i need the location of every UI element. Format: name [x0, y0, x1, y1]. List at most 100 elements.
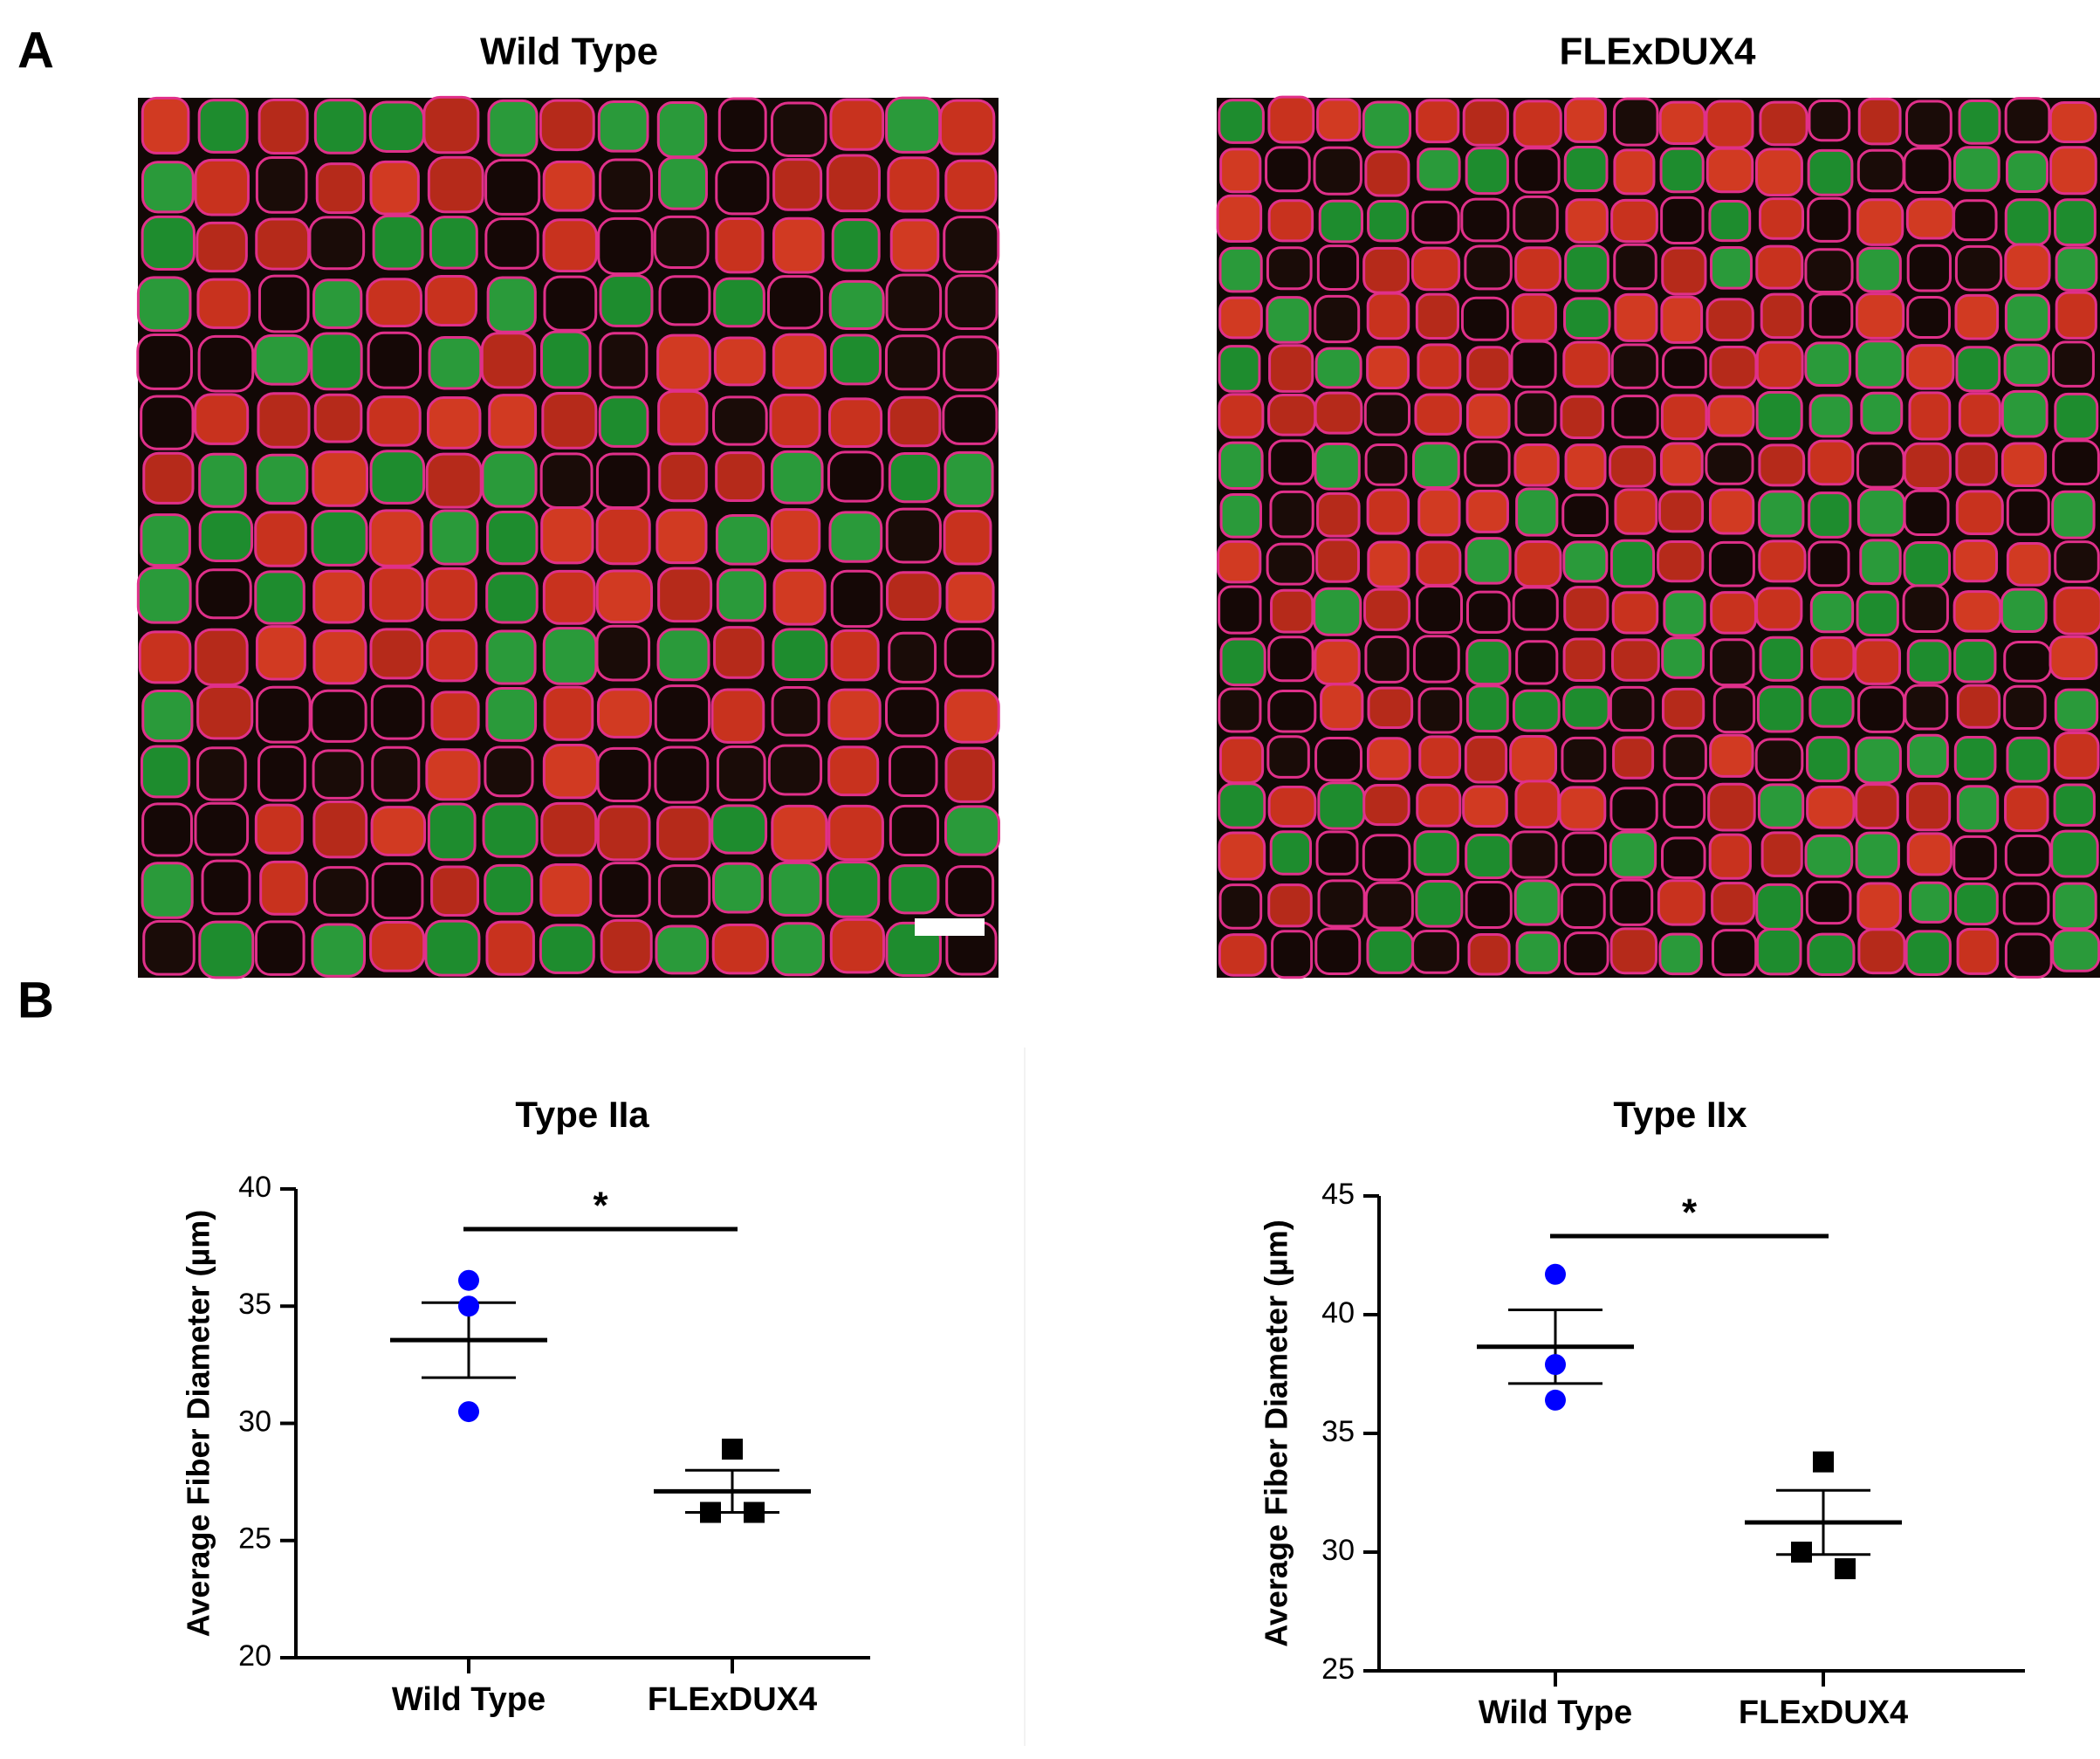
fiber: [2002, 882, 2050, 925]
fiber: [1317, 879, 1366, 928]
x-tick-label: FLExDUX4: [648, 1681, 817, 1718]
fiber: [1416, 540, 1462, 587]
fiber: [2004, 243, 2051, 291]
fiber: [1657, 539, 1705, 583]
fiber: [1363, 587, 1411, 631]
fiber: [1660, 394, 1708, 441]
fiber: [656, 806, 711, 861]
fiber: [422, 95, 480, 155]
fiber: [1362, 100, 1412, 149]
fiber: [136, 333, 193, 390]
fiber: [1414, 393, 1462, 436]
fiber: [658, 275, 711, 326]
fiber: [1367, 540, 1410, 588]
image-background: [1217, 98, 2100, 978]
fiber: [1417, 687, 1463, 734]
fiber: [1758, 443, 1806, 487]
fiber: [1856, 198, 1904, 246]
fiber: [1906, 832, 1953, 876]
fiber: [1410, 246, 1461, 292]
fiber: [715, 513, 771, 566]
data-point: [1791, 1542, 1812, 1563]
fiber: [1460, 296, 1509, 341]
fiber: [1270, 588, 1314, 634]
fiber: [1614, 292, 1658, 342]
fiber: [2004, 97, 2051, 144]
fiber: [1955, 346, 2001, 393]
fiber: [542, 627, 598, 685]
fiber: [427, 802, 477, 862]
fiber: [1905, 344, 1955, 390]
fiber: [1218, 736, 1265, 785]
fiber: [1465, 537, 1512, 585]
fiber: [1759, 100, 1808, 147]
fiber: [481, 450, 538, 508]
fiber: [141, 862, 194, 919]
fiber: [1660, 836, 1706, 879]
fiber: [1269, 830, 1313, 876]
fiber: [2052, 882, 2097, 931]
fiber: [424, 919, 481, 977]
fiber: [1658, 490, 1705, 533]
fiber: [1711, 882, 1756, 925]
fiber: [1315, 830, 1359, 876]
fiber: [367, 331, 422, 389]
fiber: [1807, 196, 1851, 243]
fiber: [312, 278, 363, 329]
fiber: [711, 924, 769, 975]
fiber: [1267, 883, 1313, 928]
fiber: [1513, 879, 1561, 926]
fiber: [198, 452, 247, 508]
data-point: [722, 1439, 743, 1460]
fiber: [1954, 244, 2003, 292]
fiber: [1857, 685, 1906, 733]
fiber: [1754, 738, 1804, 781]
fiber: [1411, 929, 1460, 974]
fiber: [1266, 296, 1312, 344]
fiber: [310, 332, 363, 391]
fiber: [2000, 389, 2049, 438]
micrograph: [136, 95, 1000, 979]
fiber: [715, 161, 770, 216]
fiber: [1662, 346, 1707, 389]
fiber: [1712, 929, 1758, 977]
fiber: [716, 568, 766, 622]
fiber: [1318, 199, 1364, 244]
fiber: [1512, 586, 1559, 631]
fiber: [1659, 442, 1704, 486]
fiber: [1265, 146, 1311, 193]
fiber: [1855, 831, 1900, 879]
fiber: [1314, 442, 1361, 491]
fiber: [1465, 393, 1511, 439]
fiber: [772, 158, 823, 211]
fiber: [1610, 198, 1658, 244]
y-tick-label: 30: [238, 1405, 271, 1438]
fiber: [194, 393, 250, 445]
image-title: Wild Type: [480, 31, 658, 73]
fiber: [367, 395, 422, 447]
data-point: [458, 1269, 479, 1291]
fiber: [1705, 147, 1754, 194]
fiber: [1415, 292, 1460, 340]
fiber: [1609, 878, 1654, 926]
fiber: [484, 746, 534, 798]
fiber: [1855, 340, 1904, 389]
fiber: [2054, 392, 2099, 441]
fiber: [1563, 931, 1609, 976]
fiber: [1218, 782, 1266, 829]
fiber: [1808, 439, 1855, 486]
fiber: [828, 279, 885, 330]
fiber: [1855, 292, 1905, 340]
fiber: [308, 216, 366, 271]
fiber: [766, 275, 823, 330]
fiber: [1464, 440, 1511, 487]
fiber: [1609, 685, 1655, 732]
fiber: [1560, 395, 1605, 440]
fiber: [943, 335, 1000, 392]
fiber: [1807, 148, 1854, 196]
fiber: [1906, 733, 1949, 778]
fiber: [1613, 243, 1657, 291]
y-tick-label: 25: [1321, 1652, 1355, 1686]
fiber: [1804, 248, 1854, 293]
fiber: [1859, 539, 1902, 586]
